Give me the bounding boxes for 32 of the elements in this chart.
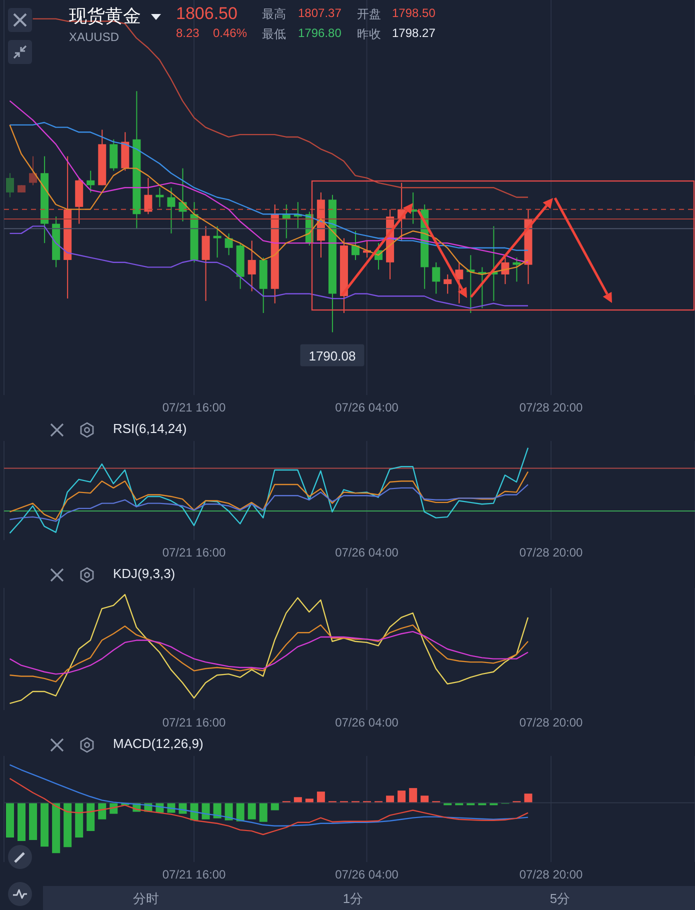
text: 1798.50	[392, 6, 436, 20]
text: 1807.37	[298, 6, 342, 20]
text: 1796.80	[298, 26, 342, 40]
x-tick-label: 07/21 16:00	[162, 400, 226, 415]
x-tick-label: 07/28 20:00	[519, 546, 584, 560]
chart-title: KDJ(9,3,3)	[113, 566, 176, 581]
text: 开盘	[357, 6, 381, 23]
text: 5分	[548, 890, 572, 908]
x-tick-label: 07/21 16:00	[162, 546, 226, 560]
x-tick-label: 07/26 04:00	[335, 546, 399, 560]
x-tick-label: 07/28 20:00	[519, 716, 584, 730]
text: 昨收	[357, 26, 381, 43]
text: 0.46%	[213, 26, 248, 40]
text: 1798.27	[392, 26, 436, 40]
x-tick-label: 07/21 16:00	[162, 716, 226, 730]
text: 最高	[262, 6, 286, 23]
text: 分时	[132, 890, 160, 908]
text: 最低	[262, 26, 286, 43]
x-tick-label: 07/26 04:00	[335, 400, 399, 415]
text: 8.23	[176, 26, 200, 40]
text: 1806.50	[176, 4, 238, 24]
chart-title: 现货黄金	[69, 5, 141, 28]
x-tick-label: 07/28 20:00	[519, 868, 584, 882]
x-tick-label: 07/26 04:00	[335, 868, 399, 882]
chart-subtitle: XAUUSD	[69, 30, 120, 44]
x-tick-label: 07/28 20:00	[519, 400, 584, 415]
chart-title: MACD(12,26,9)	[113, 736, 204, 751]
chart-title: RSI(6,14,24)	[113, 421, 187, 436]
x-tick-label: 07/21 16:00	[162, 868, 226, 882]
annotation: 1790.08	[308, 348, 356, 364]
text: 1分	[342, 890, 364, 908]
x-tick-label: 07/26 04:00	[335, 716, 399, 730]
